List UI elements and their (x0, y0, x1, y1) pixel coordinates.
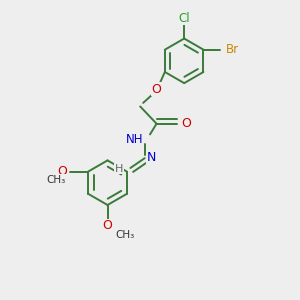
Text: Br: Br (226, 43, 239, 56)
Text: N: N (147, 151, 156, 164)
Text: O: O (152, 83, 161, 96)
Text: CH₃: CH₃ (46, 175, 65, 185)
Text: Cl: Cl (178, 12, 190, 25)
Text: O: O (57, 165, 67, 178)
Text: NH: NH (126, 133, 143, 146)
Text: O: O (181, 117, 191, 130)
Text: O: O (103, 219, 112, 232)
Text: H: H (115, 164, 123, 174)
Text: CH₃: CH₃ (115, 230, 134, 240)
